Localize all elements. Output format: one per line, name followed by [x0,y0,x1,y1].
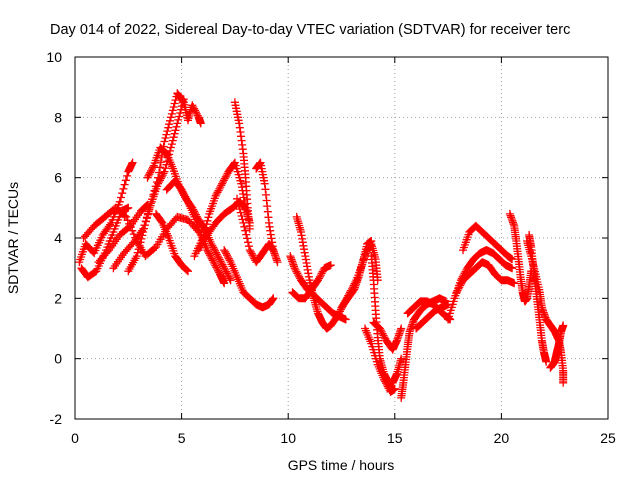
plus-markers [505,209,536,306]
series-arc-19 [337,240,382,312]
series-arc-12 [230,98,254,233]
plus-markers [369,318,406,354]
y-tick-label: 2 [54,290,62,306]
chart-title: Day 014 of 2022, Sidereal Day-to-day VTE… [50,22,570,38]
x-axis: 0 5 10 15 20 25 [71,57,616,446]
x-tick-label: 10 [280,430,296,446]
series-arc-32 [546,321,568,372]
series-arc-27 [452,258,519,297]
y-tick-label: 10 [46,49,62,65]
x-tick-label: 15 [387,430,403,446]
series-arc-4 [94,200,152,267]
x-axis-label: GPS time / hours [288,457,395,473]
series-arc-28 [459,221,517,264]
plus-markers [230,98,254,233]
plus-markers [412,300,453,333]
y-tick-label: 4 [54,230,62,246]
plus-markers [220,246,278,312]
y-tick-label: 6 [54,170,62,186]
y-axis: -2 0 2 4 6 8 10 [46,49,608,427]
plus-markers [337,240,382,312]
plus-markers [546,321,568,372]
x-tick-label: 5 [178,430,186,446]
x-tick-label: 0 [71,430,79,446]
plus-markers [452,258,519,297]
series-arc-22 [369,318,406,354]
y-tick-label: 0 [54,351,62,367]
plus-markers [124,89,205,276]
plus-markers [152,209,192,276]
series-arc-25 [412,300,453,333]
plus-markers [252,158,282,267]
y-tick-label: -2 [50,411,63,427]
data-points [75,89,568,402]
plus-markers [361,324,399,396]
series-arc-18 [288,261,335,303]
series-arc-29 [505,209,536,306]
x-tick-label: 20 [494,430,510,446]
series-arc-14 [220,246,278,312]
plus-markers [288,261,335,303]
series-arc-15 [252,158,282,267]
y-axis-label: SDTVAR / TECUs [5,182,21,294]
series-arc-9 [152,209,192,276]
x-tick-label: 25 [600,430,616,446]
series-arc-6 [124,89,205,276]
y-tick-label: 8 [54,109,62,125]
plus-markers [459,221,517,264]
plus-markers [94,200,152,267]
series-arc-21 [361,324,399,396]
